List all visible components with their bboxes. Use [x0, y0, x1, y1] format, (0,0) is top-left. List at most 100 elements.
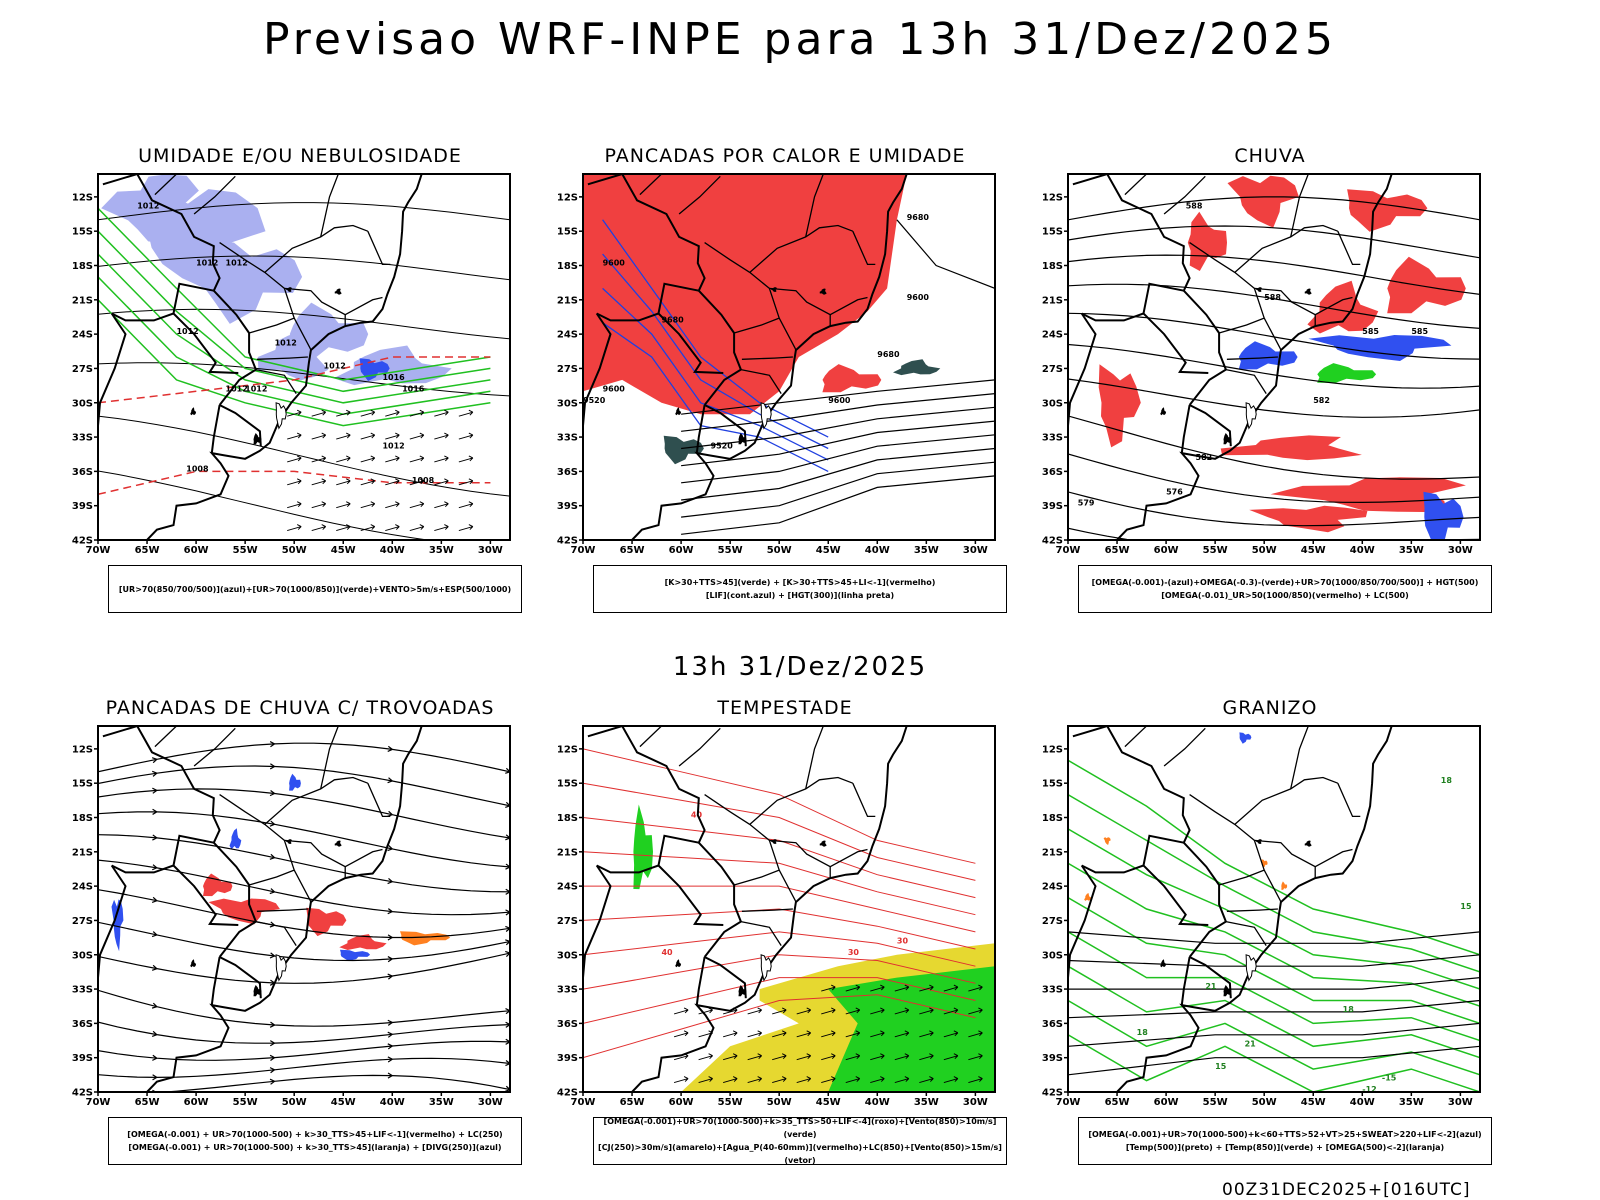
contour-label: 579 — [1078, 499, 1095, 508]
lat-label: 24S — [557, 882, 578, 893]
hgt-contour — [681, 393, 995, 432]
state-border — [293, 317, 312, 351]
wind-vector — [409, 409, 425, 417]
country-border — [1081, 834, 1184, 874]
map-frame — [582, 173, 996, 541]
lat-label: 18S — [72, 813, 93, 824]
isobar — [98, 202, 510, 221]
omega-orange — [1103, 837, 1111, 845]
streamline — [98, 788, 510, 839]
wind-vector — [919, 984, 934, 992]
red-fill-region — [822, 364, 882, 393]
wind-vector — [287, 409, 302, 417]
humidity-fill — [201, 238, 303, 324]
lon-label: 40W — [865, 1097, 890, 1108]
lake — [1223, 985, 1232, 997]
lat-label: 36S — [1042, 1019, 1063, 1030]
country-border — [1180, 956, 1191, 1006]
lif-contour — [602, 253, 829, 450]
rain-blue — [1423, 491, 1464, 540]
lake — [285, 839, 292, 844]
contour-label: 588 — [1264, 293, 1281, 302]
map-content: 18 21 18 15 -15 -12 15 18 21 — [1068, 726, 1480, 1092]
wind-vector — [458, 409, 474, 417]
country-border — [587, 726, 706, 844]
lake — [675, 959, 682, 968]
streamline-arrow — [152, 770, 158, 777]
wind-vector — [943, 1030, 959, 1038]
wind-vector — [287, 478, 302, 486]
hgt500-contour — [1068, 415, 1480, 480]
state-border — [1337, 782, 1361, 818]
streamline — [98, 834, 510, 893]
contour-label: 1012 — [245, 384, 267, 393]
streamline-arrow — [151, 757, 158, 764]
contour-label: 21 — [1245, 1039, 1257, 1048]
legend-line: [UR>70(850/700/500)](azul)+[UR>70(1000/8… — [118, 584, 512, 594]
contour-label: 9520 — [711, 442, 734, 451]
lon-label: 40W — [1350, 545, 1375, 556]
map-granizo: 18 21 18 15 -15 -12 15 18 21 12S 15S 18S 21S 24S 27S 30… — [1042, 725, 1481, 1108]
wind-vector — [943, 1076, 959, 1084]
rain-red — [1220, 435, 1362, 461]
map-frame — [1067, 725, 1481, 1093]
lat-label: 33S — [72, 433, 93, 444]
wind-vector — [723, 1053, 738, 1061]
lon-label: 55W — [1203, 1097, 1228, 1108]
wind-vector — [894, 1053, 910, 1061]
lon-label: 65W — [620, 1097, 645, 1108]
state-border — [154, 174, 177, 196]
country-border — [213, 842, 258, 958]
streamline-arrow — [151, 1002, 158, 1009]
state-border — [1263, 869, 1282, 903]
lake — [1223, 433, 1232, 445]
state-border — [255, 368, 297, 394]
state-border — [852, 230, 876, 266]
country-border — [1142, 312, 1209, 374]
legend-line: [LIF](cont.azul) + [HGT(300)](linha pret… — [705, 591, 895, 600]
wind-vector — [845, 1007, 861, 1015]
panel-title: PANCADAS POR CALOR E UMIDADE — [604, 145, 966, 167]
contour-label: 576 — [1166, 487, 1183, 496]
streamline-arrow — [387, 956, 393, 963]
lon-label: 35W — [429, 1097, 454, 1108]
lat-label: 27S — [1042, 916, 1063, 927]
hgt-contour — [681, 461, 995, 518]
streamline — [98, 952, 510, 984]
state-border — [1290, 174, 1309, 238]
contour-label: 9680 — [661, 316, 684, 325]
lat-label: 18S — [557, 813, 578, 824]
lake — [819, 288, 827, 295]
storm-red — [203, 873, 233, 897]
hgt500-contour — [1068, 196, 1480, 221]
divg-blue — [340, 949, 371, 961]
lon-label: 30W — [1448, 1097, 1473, 1108]
wind-vector — [943, 1007, 959, 1015]
panel-title: TEMPESTADE — [717, 697, 853, 719]
state-border — [1163, 175, 1206, 215]
lon-label: 45W — [331, 545, 356, 556]
streamline-arrow — [151, 864, 158, 871]
state-border — [1124, 726, 1147, 748]
wind-vector — [434, 501, 449, 509]
lat-label: 18S — [557, 261, 578, 272]
state-border — [1225, 920, 1267, 946]
lat-label: 33S — [72, 985, 93, 996]
state-border — [320, 726, 339, 790]
lat-label: 42S — [1042, 1088, 1063, 1099]
contour-label: 9600 — [907, 293, 930, 302]
wind-vector — [894, 1076, 910, 1084]
lat-label: 27S — [72, 916, 93, 927]
state-border — [829, 848, 868, 868]
streamline-arrow — [151, 964, 158, 971]
wind-vector — [772, 1076, 787, 1084]
lon-label: 45W — [1301, 1097, 1326, 1108]
lagoon — [275, 954, 287, 982]
contour-label: 18 — [1441, 776, 1453, 785]
wind-green — [828, 966, 995, 1092]
lat-label: 42S — [72, 1088, 93, 1099]
lon-label: 50W — [767, 1097, 792, 1108]
state-border — [829, 296, 868, 316]
wind-vector — [747, 1007, 763, 1015]
